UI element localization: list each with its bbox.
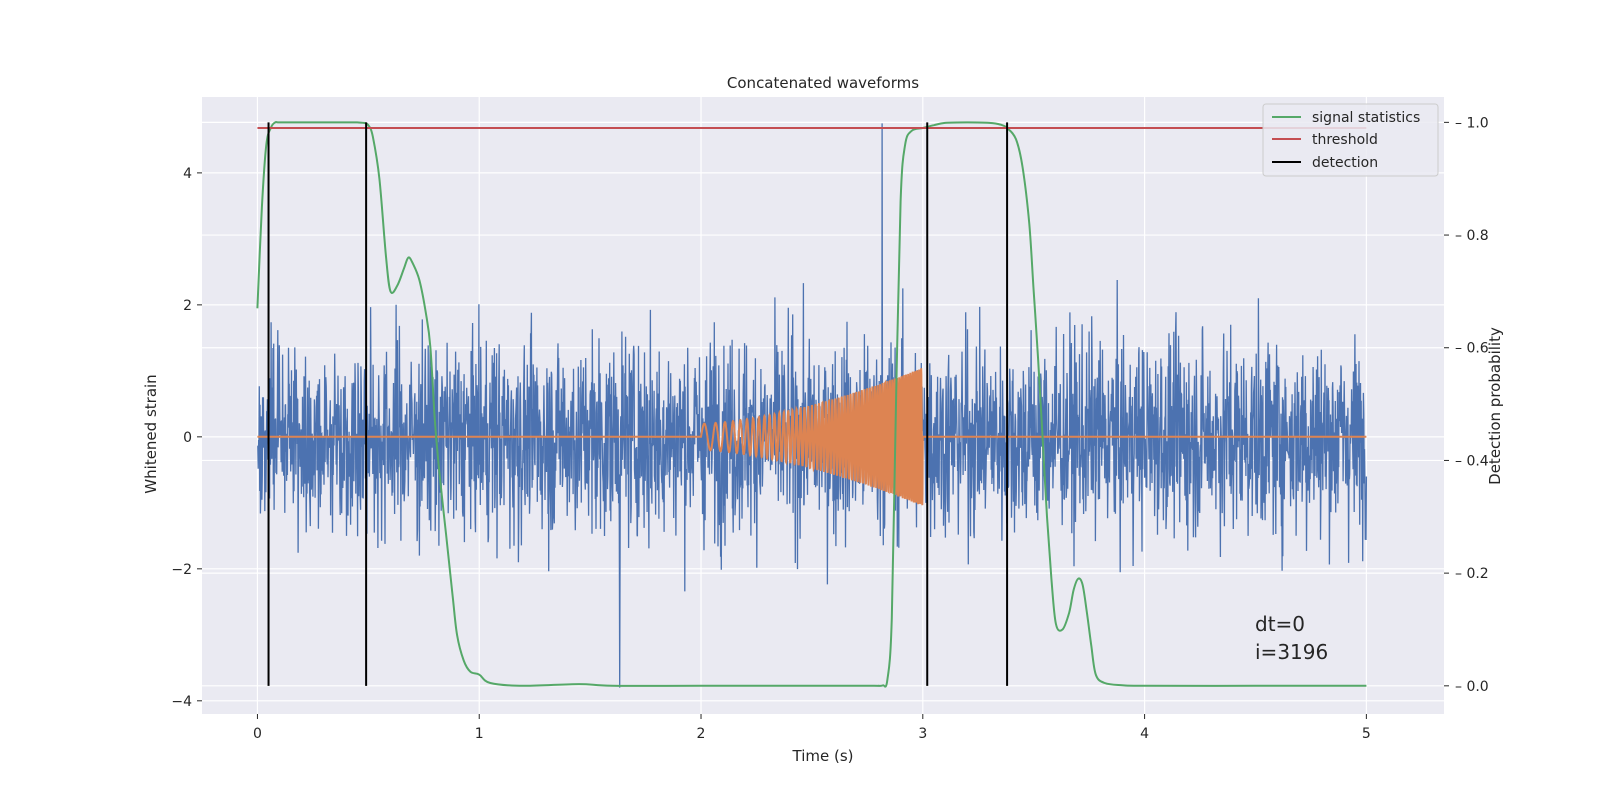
y-tick-label: 4	[183, 166, 192, 182]
y2-tick-label: – 0.8	[1455, 228, 1489, 244]
chart-title: Concatenated waveforms	[727, 74, 919, 92]
strain-series	[257, 123, 1368, 688]
annotation-i: i=3196	[1255, 640, 1328, 664]
y-tick-label: 0	[183, 430, 192, 446]
signal-statistics-series	[256, 120, 1367, 688]
x-tick-label: 5	[1362, 726, 1371, 742]
y2-tick-label: – 0.0	[1455, 679, 1489, 695]
y2-tick-label: – 0.4	[1455, 453, 1489, 469]
strain-line	[257, 123, 1368, 688]
signal-statistics-line	[256, 120, 1367, 688]
legend: signal statistics threshold detection	[1262, 103, 1439, 177]
y-tick-label: −4	[171, 694, 192, 710]
x-axis-label: Time (s)	[792, 747, 854, 765]
detection-series	[267, 122, 1009, 686]
y-axis-ticks: −4 −2 0 2 4	[171, 166, 202, 710]
y2-tick-label: – 1.0	[1455, 115, 1489, 131]
legend-label-threshold: threshold	[1312, 132, 1378, 148]
y2-tick-label: – 0.2	[1455, 566, 1489, 582]
legend-label-signal-statistics: signal statistics	[1312, 110, 1420, 126]
x-tick-label: 3	[918, 726, 927, 742]
y-tick-label: 2	[183, 298, 192, 314]
y-tick-label: −2	[171, 562, 192, 578]
annotation-dt: dt=0	[1255, 612, 1305, 636]
x-tick-label: 1	[475, 726, 484, 742]
y2-tick-label: – 0.6	[1455, 341, 1489, 357]
x-axis-ticks: 0 1 2 3 4 5	[253, 714, 1371, 742]
x-tick-label: 4	[1140, 726, 1149, 742]
y2-axis-ticks: – 0.0 – 0.2 – 0.4 – 0.6 – 0.8 – 1.0	[1444, 115, 1489, 695]
x-tick-label: 2	[697, 726, 706, 742]
y2-axis-label: Detection probability	[1486, 327, 1504, 485]
legend-label-detection: detection	[1312, 155, 1378, 171]
injection-series	[257, 368, 1367, 506]
annotation-box: dt=0 i=3196	[1255, 612, 1328, 664]
x-tick-label: 0	[253, 726, 262, 742]
injection-line	[257, 368, 1367, 506]
y-axis-label: Whitened strain	[142, 374, 160, 493]
legend-frame	[1262, 103, 1439, 177]
